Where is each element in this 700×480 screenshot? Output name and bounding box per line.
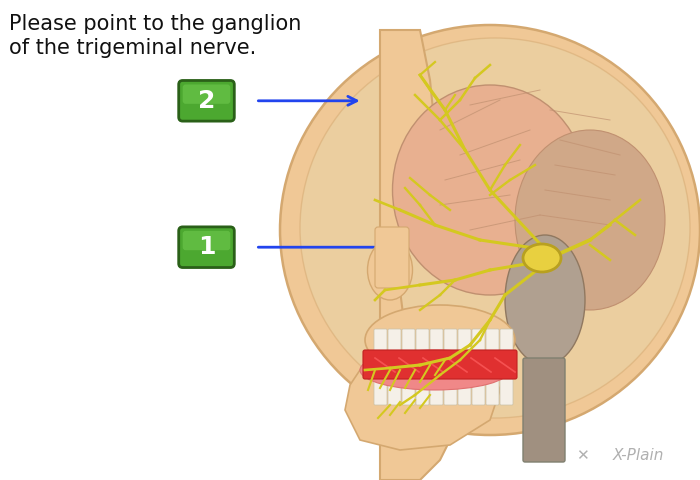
- Ellipse shape: [368, 240, 412, 300]
- Ellipse shape: [360, 350, 510, 390]
- Ellipse shape: [505, 235, 585, 365]
- Text: 2: 2: [198, 89, 215, 113]
- FancyBboxPatch shape: [183, 231, 230, 250]
- Ellipse shape: [280, 25, 700, 435]
- FancyBboxPatch shape: [374, 329, 387, 356]
- FancyBboxPatch shape: [486, 329, 499, 356]
- Ellipse shape: [365, 305, 515, 375]
- FancyBboxPatch shape: [388, 329, 401, 356]
- FancyBboxPatch shape: [416, 329, 429, 356]
- FancyBboxPatch shape: [458, 379, 471, 405]
- FancyBboxPatch shape: [178, 227, 234, 267]
- Text: 1: 1: [197, 235, 216, 259]
- Text: Please point to the ganglion
of the trigeminal nerve.: Please point to the ganglion of the trig…: [9, 14, 302, 58]
- FancyBboxPatch shape: [430, 329, 443, 356]
- Polygon shape: [380, 30, 455, 480]
- Ellipse shape: [523, 244, 561, 272]
- FancyBboxPatch shape: [472, 329, 485, 356]
- FancyBboxPatch shape: [402, 379, 415, 405]
- FancyBboxPatch shape: [178, 81, 234, 121]
- FancyBboxPatch shape: [458, 329, 471, 356]
- FancyBboxPatch shape: [486, 379, 499, 405]
- FancyBboxPatch shape: [500, 329, 513, 356]
- FancyBboxPatch shape: [402, 329, 415, 356]
- Polygon shape: [345, 355, 500, 450]
- FancyBboxPatch shape: [444, 379, 457, 405]
- FancyBboxPatch shape: [388, 379, 401, 405]
- FancyBboxPatch shape: [523, 358, 565, 462]
- FancyBboxPatch shape: [363, 350, 517, 379]
- Ellipse shape: [515, 130, 665, 310]
- FancyBboxPatch shape: [416, 379, 429, 405]
- FancyBboxPatch shape: [375, 227, 409, 288]
- FancyBboxPatch shape: [500, 379, 513, 405]
- Ellipse shape: [393, 85, 587, 295]
- Text: ✕: ✕: [576, 448, 589, 464]
- FancyBboxPatch shape: [430, 379, 443, 405]
- FancyBboxPatch shape: [444, 329, 457, 356]
- FancyBboxPatch shape: [183, 84, 230, 104]
- Ellipse shape: [300, 38, 690, 418]
- FancyBboxPatch shape: [472, 379, 485, 405]
- Text: X-Plain: X-Plain: [612, 448, 664, 464]
- FancyBboxPatch shape: [374, 379, 387, 405]
